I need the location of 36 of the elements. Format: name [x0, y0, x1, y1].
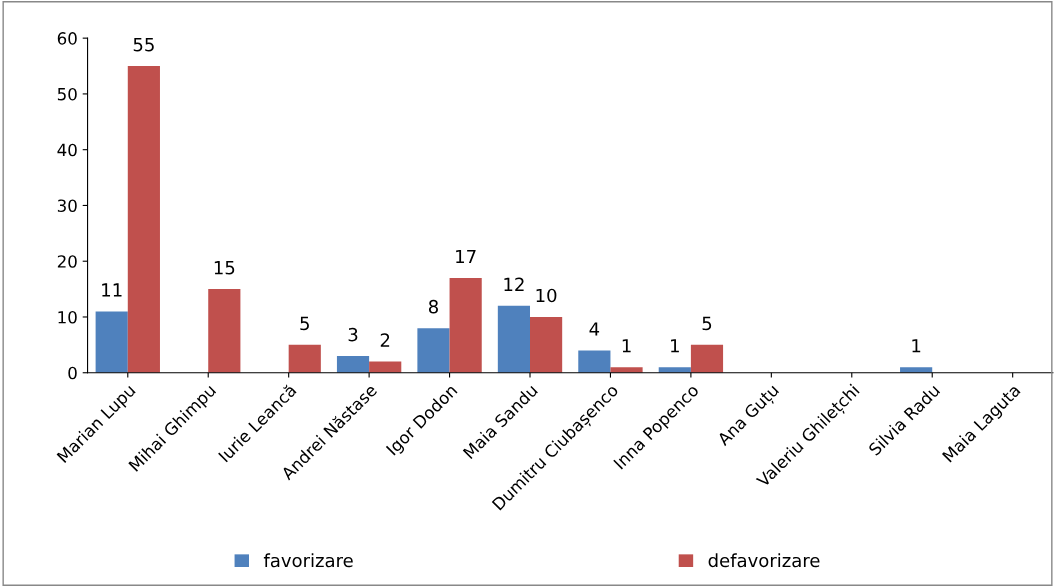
y-tick-label: 10	[58, 310, 77, 324]
data-label: 2	[380, 333, 390, 347]
bar	[208, 289, 241, 373]
data-label: 1	[912, 339, 921, 353]
data-label: 5	[702, 316, 712, 331]
data-label: 17	[456, 249, 476, 264]
data-label: 5	[300, 316, 309, 331]
data-label: 11	[102, 283, 122, 297]
y-tick-label: 50	[57, 87, 77, 101]
bar	[690, 344, 724, 373]
data-label: 8	[428, 299, 438, 314]
bar	[127, 66, 160, 373]
bar	[449, 277, 482, 373]
bar	[578, 350, 611, 373]
data-label: 12	[504, 277, 524, 291]
y-tick-label: 30	[57, 199, 77, 213]
legend-label: favorizare	[263, 553, 353, 568]
bar	[530, 316, 563, 373]
data-label: 1	[622, 339, 631, 353]
data-label: 4	[589, 322, 600, 336]
bar	[497, 305, 531, 373]
data-label: 15	[214, 261, 235, 275]
bar	[610, 367, 643, 373]
data-label: 3	[348, 327, 358, 342]
y-tick-label: 40	[57, 143, 77, 157]
y-tick-label: 0	[68, 366, 77, 380]
data-label: 10	[536, 288, 557, 303]
bar	[95, 311, 128, 373]
data-label: 55	[133, 38, 154, 52]
data-label: 1	[671, 339, 679, 353]
y-tick-label: 60	[57, 32, 77, 45]
bar	[417, 328, 450, 373]
y-tick-label: 20	[57, 255, 77, 268]
bar	[336, 356, 370, 373]
legend-label: defavorizare	[708, 553, 820, 568]
bar	[288, 344, 321, 373]
